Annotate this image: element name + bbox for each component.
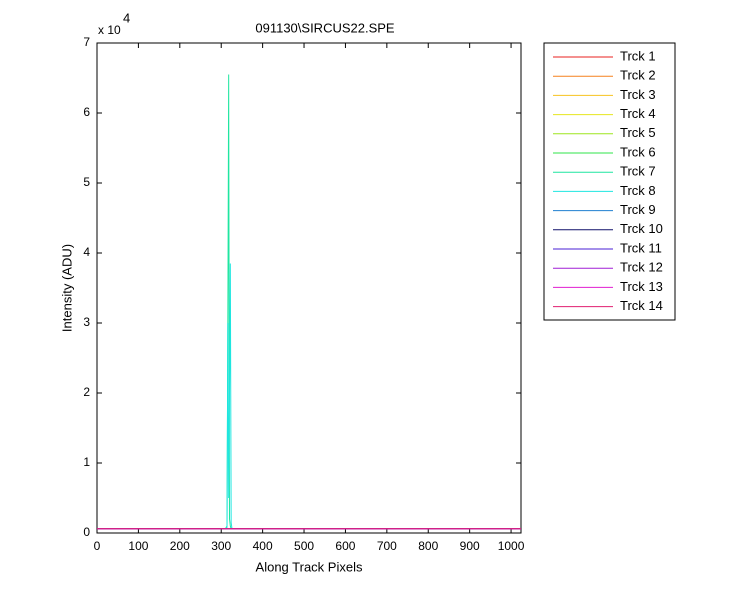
x-tick-label: 400 [253,539,273,553]
legend-label: Trck 6 [620,144,656,159]
plot-area [96,42,522,534]
legend-label: Trck 13 [620,279,663,294]
legend-label: Trck 2 [620,68,656,83]
y-multiplier-exponent: 4 [123,10,130,25]
legend-label: Trck 4 [620,106,656,121]
legend-label: Trck 11 [620,240,662,255]
legend-label: Trck 1 [620,48,656,63]
legend-label: Trck 5 [620,125,656,140]
x-tick-label: 500 [294,539,314,553]
legend-label: Trck 12 [620,260,663,275]
y-tick-label: 5 [83,175,90,189]
x-tick-label: 800 [418,539,438,553]
x-tick-label: 900 [460,539,480,553]
y-tick-label: 2 [83,385,90,399]
legend-label: Trck 14 [620,298,663,313]
legend-label: Trck 3 [620,87,656,102]
x-tick-label: 1000 [498,539,525,553]
x-tick-label: 300 [211,539,231,553]
x-tick-label: 600 [335,539,355,553]
legend-label: Trck 10 [620,221,663,236]
legend-label: Trck 7 [620,164,656,179]
y-tick-label: 4 [83,245,90,259]
x-tick-label: 0 [94,539,101,553]
y-tick-label: 3 [83,315,90,329]
y-tick-label: 0 [83,525,90,539]
y-axis-label: Intensity (ADU) [59,244,74,332]
x-tick-label: 700 [377,539,397,553]
y-tick-label: 7 [83,35,90,49]
y-multiplier-base: x 10 [98,23,121,37]
x-axis-label: Along Track Pixels [256,559,363,574]
y-tick-label: 1 [83,455,90,469]
x-tick-label: 100 [128,539,148,553]
legend [543,42,676,321]
chart-title: 091130\SIRCUS22.SPE [255,20,395,35]
legend-label: Trck 8 [620,183,656,198]
y-tick-label: 6 [83,105,90,119]
x-tick-label: 200 [170,539,190,553]
legend-label: Trck 9 [620,202,656,217]
